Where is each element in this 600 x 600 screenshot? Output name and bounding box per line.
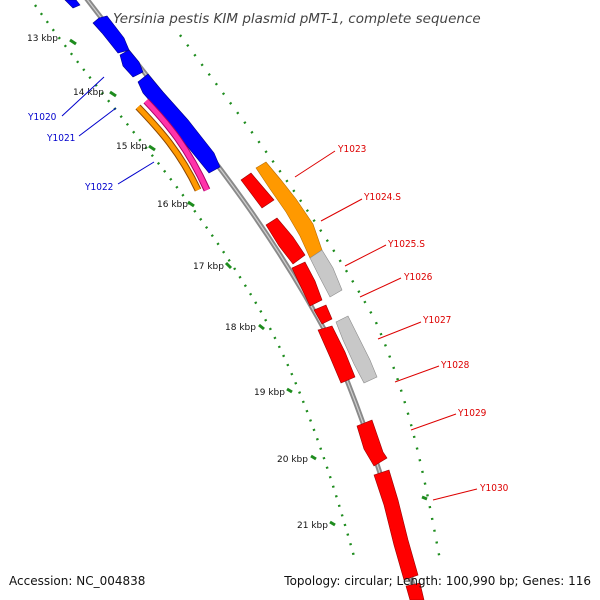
gene-arrow [265, 217, 306, 265]
backbone-ring [84, 0, 420, 600]
gene-arrow [373, 469, 419, 581]
gene-label-y1021: Y1021 [46, 133, 75, 144]
gene-label-y1025s: Y1025.S [387, 239, 425, 250]
gene-label-y1030: Y1030 [479, 483, 509, 494]
forward-genes [64, 0, 221, 192]
gene-arrow [313, 304, 333, 325]
gene-arrow [291, 261, 323, 307]
gene-arrow [119, 49, 144, 78]
kbp-label: 20 kbp [277, 455, 308, 465]
gene-bar [136, 105, 201, 192]
kbp-tick-marks [69, 38, 428, 527]
outer-tick-track [179, 34, 442, 561]
accession-text: Accession: NC_004838 [9, 574, 146, 588]
gene-arrow [405, 582, 425, 600]
inner-tick-track [34, 4, 357, 561]
map-title: Yersinia pestis KIM plasmid pMT-1, compl… [113, 11, 481, 27]
kbp-label: 16 kbp [157, 200, 188, 210]
kbp-label: 17 kbp [193, 262, 224, 272]
kbp-label: 14 kbp [73, 88, 104, 98]
gene-label-y1028: Y1028 [440, 360, 470, 371]
gene-label-y1022: Y1022 [84, 182, 113, 193]
gene-arrow [309, 249, 343, 298]
gene-arrow [64, 0, 81, 9]
gene-label-y1024s: Y1024.S [363, 192, 401, 203]
gene-bar [144, 99, 210, 192]
forward-label-leaders [61, 76, 155, 185]
gene-label-y1027: Y1027 [422, 315, 451, 326]
kbp-label: 13 kbp [27, 34, 58, 44]
topology-summary: Topology: circular; Length: 100,990 bp; … [284, 574, 591, 588]
gene-arrow [92, 15, 130, 54]
gene-label-y1026: Y1026 [403, 272, 433, 283]
gene-label-y1020: Y1020 [27, 112, 57, 123]
kbp-label: 15 kbp [116, 142, 147, 152]
gene-label-y1023: Y1023 [337, 144, 366, 155]
gene-arrow [335, 315, 378, 384]
kbp-label: 18 kbp [225, 323, 256, 333]
reverse-label-leaders [294, 150, 478, 501]
gene-arrow [356, 419, 388, 467]
gene-label-y1029: Y1029 [457, 408, 487, 419]
kbp-label: 21 kbp [297, 521, 328, 531]
gene-arrow [240, 172, 275, 209]
kbp-label: 19 kbp [254, 388, 285, 398]
gene-arrow [317, 325, 356, 384]
backbone-ring-highlight [86, 0, 418, 600]
reverse-genes [240, 161, 425, 600]
